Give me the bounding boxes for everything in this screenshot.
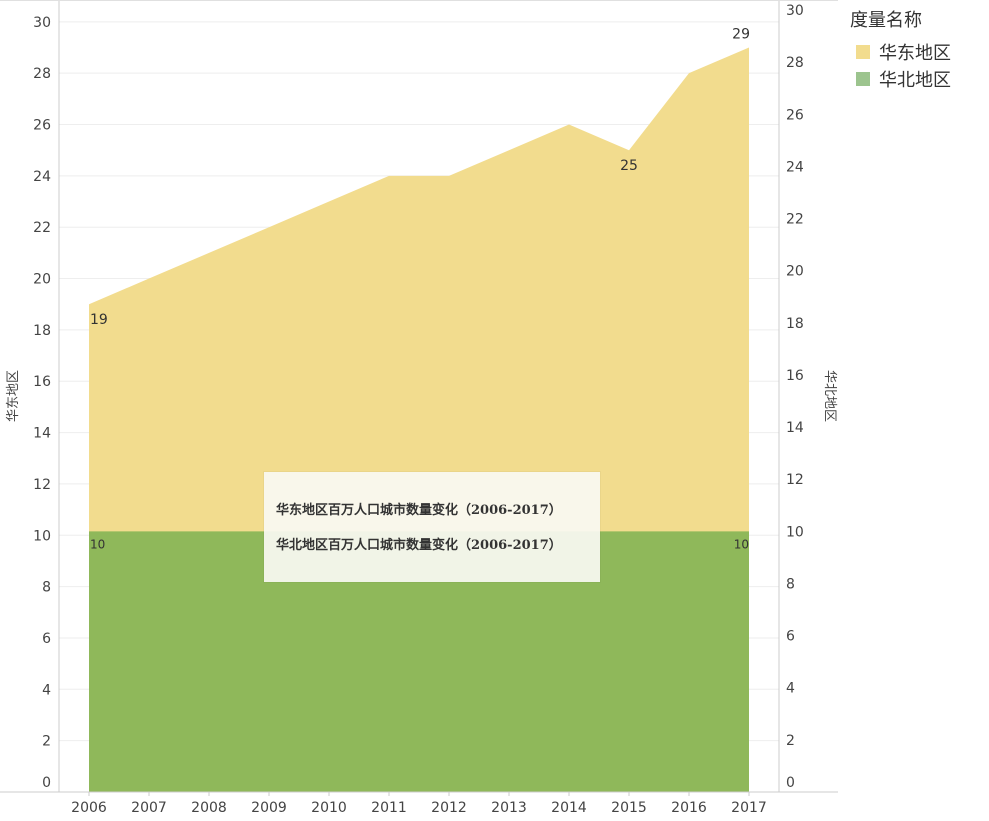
axes: 0246810121416182022242628300246810121416… (0, 0, 838, 816)
y-tick-right: 22 (786, 212, 804, 228)
x-tick-label: 2016 (671, 800, 707, 816)
y-tick-left: 30 (33, 15, 51, 31)
legend-item-east[interactable]: 华东地区 (850, 38, 951, 65)
x-tick-label: 2006 (71, 800, 107, 816)
data-label: 10 (734, 537, 749, 551)
tooltip-line-east: 华东地区百万人口城市数量变化（2006-2017） (276, 503, 562, 518)
x-tick-label: 2017 (731, 800, 767, 816)
legend-label-north: 华北地区 (879, 69, 951, 91)
y-tick-left: 20 (33, 272, 51, 288)
y-tick-left: 24 (33, 169, 51, 185)
data-label: 19 (90, 312, 108, 328)
y-tick-left: 6 (42, 631, 51, 647)
y-tick-left: 22 (33, 220, 51, 236)
y-tick-right: 16 (786, 368, 804, 384)
y-tick-right: 14 (786, 420, 804, 436)
y-tick-right: 30 (786, 3, 804, 19)
area-series (89, 47, 749, 793)
legend-swatch-north (856, 71, 870, 86)
y-tick-left: 0 (42, 775, 51, 791)
y-tick-right: 24 (786, 159, 804, 175)
y-tick-right: 8 (786, 576, 795, 592)
y-tick-left: 18 (33, 323, 51, 339)
x-tick-label: 2015 (611, 800, 647, 816)
y-tick-left: 14 (33, 426, 51, 442)
x-tick-label: 2012 (431, 800, 467, 816)
y-tick-left: 26 (33, 118, 51, 134)
y-tick-right: 18 (786, 316, 804, 332)
tooltip-line-north: 华北地区百万人口城市数量变化（2006-2017） (276, 538, 562, 553)
x-tick-label: 2010 (311, 800, 347, 816)
legend-swatch-east (856, 44, 870, 59)
y-tick-right: 6 (786, 629, 795, 645)
y-tick-right: 0 (786, 775, 795, 791)
y-tick-left: 4 (42, 682, 51, 698)
x-tick-label: 2008 (191, 800, 227, 816)
x-tick-label: 2007 (131, 800, 167, 816)
y-tick-left: 8 (42, 580, 51, 596)
y-tick-right: 12 (786, 472, 804, 488)
y-tick-right: 20 (786, 264, 804, 280)
data-label: 29 (732, 27, 750, 43)
x-tick-label: 2009 (251, 800, 287, 816)
y-tick-right: 26 (786, 107, 804, 123)
y-tick-right: 28 (786, 55, 804, 71)
y-tick-left: 16 (33, 374, 51, 390)
y-tick-left: 2 (42, 734, 51, 750)
legend-title: 度量名称 (850, 10, 922, 31)
data-label: 10 (90, 537, 105, 551)
y-tick-right: 4 (786, 681, 795, 697)
legend-item-north[interactable]: 华北地区 (850, 65, 951, 92)
y-tick-right: 10 (786, 524, 804, 540)
x-tick-label: 2013 (491, 800, 527, 816)
y-tick-left: 12 (33, 477, 51, 493)
y-axis-left-title: 华东地区 (6, 370, 21, 422)
y-tick-left: 10 (33, 528, 51, 544)
x-tick-label: 2011 (371, 800, 407, 816)
tooltip: 华东地区百万人口城市数量变化（2006-2017） 华北地区百万人口城市数量变化… (264, 472, 600, 582)
legend-label-east: 华东地区 (879, 42, 951, 64)
y-tick-left: 28 (33, 66, 51, 82)
legend: 度量名称 华东地区 华北地区 (850, 6, 951, 92)
area-north (89, 531, 749, 792)
data-label: 25 (620, 158, 638, 174)
y-axis-right-title: 华北地区 (822, 370, 837, 422)
data-labels: 19 25 29 10 10 (90, 27, 750, 552)
y-tick-right: 2 (786, 733, 795, 749)
x-tick-label: 2014 (551, 800, 587, 816)
area-chart: 0246810121416182022242628300246810121416… (0, 0, 838, 816)
